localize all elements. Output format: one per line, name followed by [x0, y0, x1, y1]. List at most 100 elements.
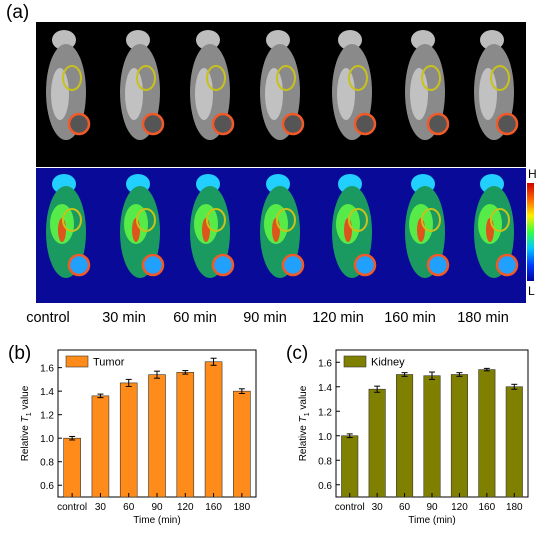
y-tick-label: 1.4 [318, 383, 332, 394]
mouse-organ-bright [51, 68, 69, 120]
mouse-mri-grayscale-4 [332, 30, 377, 140]
kidney-bar-chart: 0.6 0.8 1.0 1.2 1.4 1.6 control 30 60 90 120 160 180… [298, 349, 529, 526]
mouse-organ-bright [410, 68, 428, 120]
error-bar [346, 433, 353, 439]
tumor-bar-chart: 0.6 0.8 1.0 1.2 1.4 1.6 control 30 60 90 120 160 180… [20, 349, 257, 526]
error-bar [125, 378, 132, 387]
mri-grayscale-row [36, 22, 526, 167]
mouse-mri-grayscale-6 [474, 30, 519, 140]
mouse-organ-bright [265, 68, 283, 120]
y-tick-label: 1.0 [318, 432, 332, 443]
mri-grayscale-svg [46, 30, 519, 140]
kidney-roi-circle [276, 208, 296, 232]
timepoint-label-60: 60 min [173, 310, 217, 326]
mouse-mri-grayscale-2 [190, 30, 235, 140]
legend-swatch [343, 355, 367, 368]
mouse-mri-colormap-5 [405, 174, 450, 278]
error-bar [511, 383, 518, 390]
x-tick-label: 90 [426, 502, 438, 513]
error-bar [374, 385, 381, 393]
kidney-roi-circle [136, 65, 156, 91]
kidney-roi-circle [62, 65, 82, 91]
kidney-roi-circle [490, 65, 510, 91]
tumor-roi-circle [495, 112, 519, 136]
mouse-organ-hot [417, 218, 425, 242]
error-bar [401, 372, 408, 377]
mouse-mri-colormap-2 [190, 174, 235, 278]
bar [176, 372, 195, 498]
y-tick-label: 0.8 [40, 458, 54, 469]
mouse-organ-hot [272, 218, 280, 242]
mouse-organ-hot [132, 218, 140, 242]
mouse-organ-hot [202, 218, 210, 242]
colorbar [527, 183, 534, 281]
timepoint-label-180: 180 min [457, 310, 509, 326]
kidney-roi-circle [348, 65, 368, 91]
mouse-mri-grayscale-5 [405, 30, 450, 140]
timepoint-label-control: control [26, 310, 70, 326]
bar [204, 361, 223, 498]
tumor-roi-circle [141, 253, 165, 277]
mouse-organ-bright [195, 68, 213, 120]
x-tick-label: 120 [451, 502, 468, 513]
x-tick-label: 120 [177, 502, 194, 513]
kidney-roi-circle [348, 208, 368, 232]
mouse-mri-colormap-6 [474, 174, 519, 278]
x-tick-label: 60 [123, 502, 135, 513]
error-bar [456, 372, 463, 377]
bar [368, 388, 386, 498]
bar [505, 386, 523, 498]
x-tick-label: 160 [479, 502, 496, 513]
x-tick-label: control [335, 502, 365, 513]
tumor-roi-circle [211, 253, 235, 277]
x-tick-label: 180 [506, 502, 523, 513]
tumor-roi-circle [426, 112, 450, 136]
tumor-roi-circle [281, 253, 305, 277]
kidney-roi-circle [206, 208, 226, 232]
tumor-roi-circle [281, 112, 305, 136]
x-axis-label: Time (min) [133, 515, 180, 526]
error-bar [483, 367, 490, 372]
bar [91, 395, 110, 498]
timepoint-label-160: 160 min [384, 310, 436, 326]
tumor-roi-circle [495, 253, 519, 277]
error-bar [182, 370, 189, 375]
kidney-roi-circle [136, 208, 156, 232]
mouse-organ-hot [486, 218, 494, 242]
y-tick-label: 0.6 [318, 481, 332, 492]
kidney-roi-circle [421, 208, 441, 232]
kidney-roi-circle [276, 65, 296, 91]
legend-label: Tumor [93, 357, 125, 369]
error-bar [238, 388, 245, 395]
legend: Kidney [343, 355, 405, 369]
bar [450, 374, 468, 498]
kidney-roi-circle [421, 65, 441, 91]
mouse-mri-grayscale-3 [260, 30, 305, 140]
error-bar [154, 370, 160, 379]
y-axis-label: Relative T1 value [298, 385, 311, 461]
mouse-mri-grayscale-0 [46, 30, 91, 140]
bar [233, 390, 251, 498]
tumor-roi-circle [67, 112, 91, 136]
x-tick-label: 180 [234, 502, 251, 513]
x-tick-label: 90 [151, 502, 163, 513]
error-bar [429, 371, 435, 380]
mouse-mri-colormap-4 [332, 174, 377, 278]
tumor-roi-circle [353, 112, 377, 136]
legend-swatch [65, 355, 89, 368]
y-tick-label: 1.6 [40, 364, 54, 375]
panel-label-b: (b) [8, 343, 32, 364]
y-tick-label: 1.2 [40, 411, 54, 422]
legend: Tumor [65, 355, 125, 369]
y-tick-label: 0.8 [318, 456, 332, 467]
tumor-roi-circle [67, 253, 91, 277]
bar [148, 374, 166, 498]
tumor-roi-circle [426, 253, 450, 277]
x-axis-label: Time (min) [408, 515, 455, 526]
mouse-organ-hot [58, 218, 66, 242]
mouse-mri-colormap-1 [120, 174, 165, 278]
mouse-organ-bright [479, 68, 497, 120]
tumor-roi-circle [353, 253, 377, 277]
timepoint-label-30: 30 min [102, 310, 146, 326]
bar [478, 369, 496, 498]
